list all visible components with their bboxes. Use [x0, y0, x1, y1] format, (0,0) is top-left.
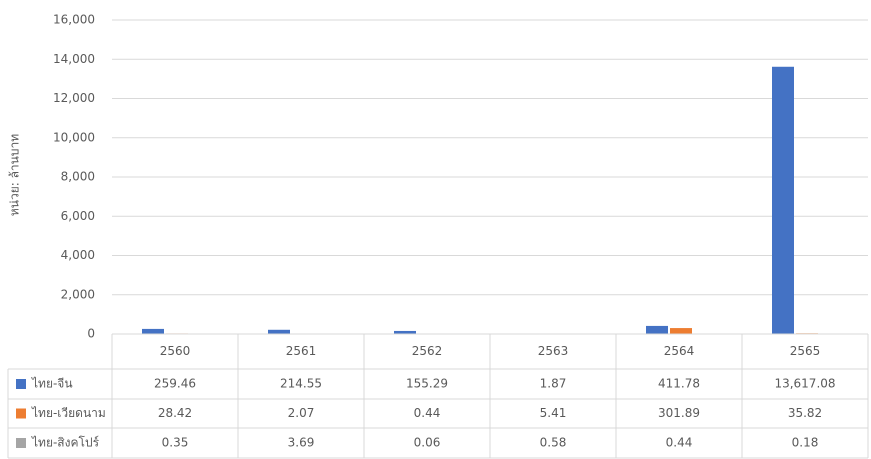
table-value: 0.06 — [414, 436, 441, 450]
table-value: 301.89 — [658, 406, 700, 420]
x-tick-label: 2565 — [790, 344, 821, 358]
x-tick-label: 2561 — [286, 344, 317, 358]
legend-label: ไทย-สิงคโปร์ — [31, 436, 100, 450]
legend-swatch — [16, 408, 26, 419]
legend-swatch — [16, 379, 26, 389]
table-value: 0.44 — [414, 406, 441, 420]
table-value: 28.42 — [158, 406, 192, 420]
table-value: 2.07 — [288, 406, 315, 420]
table-value: 214.55 — [280, 377, 322, 391]
legend-label: ไทย-จีน — [31, 377, 73, 391]
y-tick-label: 2,000 — [61, 287, 95, 301]
table-value: 0.58 — [540, 436, 567, 450]
y-tick-label: 12,000 — [53, 91, 95, 105]
legend-swatch — [16, 438, 26, 448]
bar — [670, 328, 692, 334]
y-tick-label: 0 — [87, 327, 95, 341]
bar — [268, 329, 290, 334]
table-value: 5.41 — [540, 406, 567, 420]
table-value: 0.44 — [666, 436, 693, 450]
table-value: 155.29 — [406, 377, 448, 391]
y-tick-label: 4,000 — [61, 248, 95, 262]
y-tick-label: 6,000 — [61, 209, 95, 223]
x-tick-label: 2560 — [160, 344, 191, 358]
x-tick-label: 2562 — [412, 344, 443, 358]
y-tick-label: 14,000 — [53, 52, 95, 66]
bar — [646, 325, 668, 334]
y-tick-label: 10,000 — [53, 130, 95, 144]
bar — [772, 66, 794, 335]
y-tick-label: 8,000 — [61, 170, 95, 184]
table-value: 13,617.08 — [774, 377, 835, 391]
table-value: 3.69 — [288, 436, 315, 450]
legend-label: ไทย-เวียดนาม — [31, 406, 106, 420]
table-value: 35.82 — [788, 406, 822, 420]
table-value: 411.78 — [658, 377, 700, 391]
table-value: 0.18 — [792, 436, 819, 450]
bar — [394, 330, 416, 334]
bar — [142, 328, 164, 334]
table-value: 259.46 — [154, 377, 196, 391]
y-axis-label: หน่วย: ล้านบาท — [8, 134, 22, 216]
y-tick-label: 16,000 — [53, 13, 95, 27]
x-tick-label: 2563 — [538, 344, 569, 358]
x-tick-label: 2564 — [664, 344, 695, 358]
table-value: 1.87 — [540, 377, 567, 391]
table-value: 0.35 — [162, 436, 189, 450]
